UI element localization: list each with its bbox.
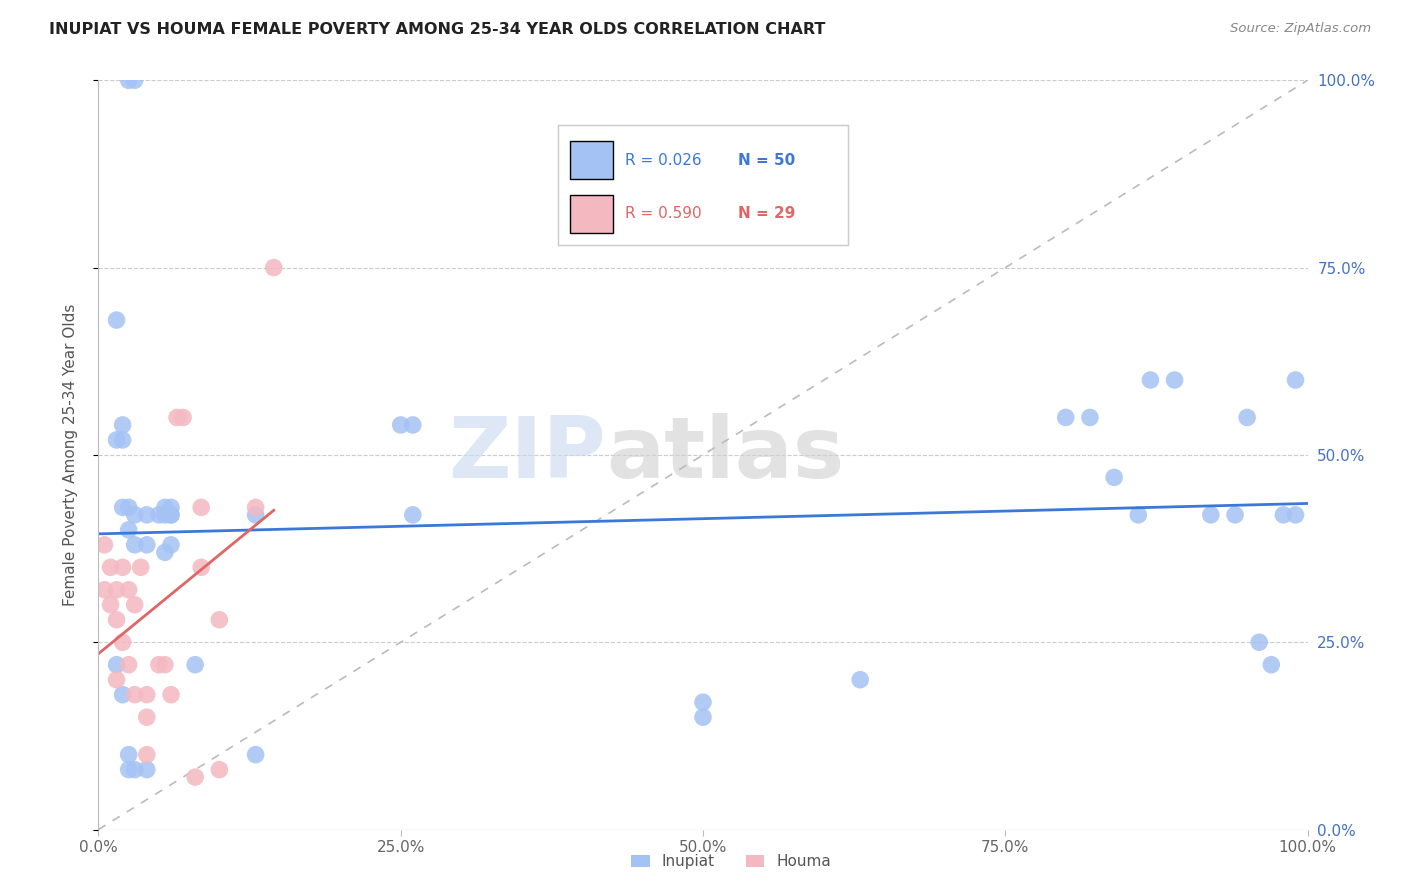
Point [1236,410,1258,425]
Point [105,582,128,597]
Point [105,613,128,627]
Point [135,710,157,724]
Point [190,500,212,515]
Text: atlas: atlas [606,413,845,497]
Point [93,582,115,597]
Point [1163,373,1185,387]
Point [111,500,134,515]
Point [148,508,170,522]
Point [1249,635,1271,649]
Point [118,500,141,515]
Point [245,508,267,522]
Point [148,657,170,672]
Point [111,433,134,447]
Point [135,747,157,762]
Point [124,688,146,702]
Point [190,560,212,574]
Point [105,673,128,687]
Point [184,657,207,672]
Point [160,508,183,522]
Point [118,582,141,597]
Point [100,598,122,612]
Point [172,410,194,425]
Point [1199,508,1222,522]
Point [105,433,128,447]
Point [118,523,141,537]
Point [208,763,231,777]
Point [402,508,425,522]
Point [111,635,134,649]
Point [124,538,146,552]
Point [1078,410,1101,425]
Point [93,538,115,552]
Point [153,500,176,515]
Point [160,538,183,552]
Point [105,657,128,672]
Point [184,770,207,784]
Text: INUPIAT VS HOUMA FEMALE POVERTY AMONG 25-34 YEAR OLDS CORRELATION CHART: INUPIAT VS HOUMA FEMALE POVERTY AMONG 25… [49,22,825,37]
Point [153,545,176,559]
Point [208,613,231,627]
Y-axis label: Female Poverty Among 25-34 Year Olds: Female Poverty Among 25-34 Year Olds [63,304,77,606]
Point [129,560,152,574]
Point [692,695,714,709]
Point [692,710,714,724]
Point [124,508,146,522]
Point [245,500,267,515]
Point [124,73,146,87]
Point [166,410,188,425]
Point [1128,508,1150,522]
Point [1223,508,1246,522]
Point [111,688,134,702]
Point [160,688,183,702]
Point [118,763,141,777]
Point [263,260,285,275]
Point [153,508,176,522]
Point [389,417,412,432]
Point [1272,508,1295,522]
Point [1284,373,1306,387]
Point [135,508,157,522]
Text: ZIP: ZIP [449,413,606,497]
Point [111,417,134,432]
Point [1260,657,1282,672]
Point [118,657,141,672]
Point [1054,410,1077,425]
Point [1102,470,1125,484]
Point [135,763,157,777]
Legend: Inupiat, Houma: Inupiat, Houma [626,848,837,875]
Point [100,560,122,574]
Point [1139,373,1161,387]
Point [118,747,141,762]
Point [111,560,134,574]
Point [118,73,141,87]
Point [849,673,872,687]
Point [402,417,425,432]
Point [135,688,157,702]
Point [153,657,176,672]
Text: Source: ZipAtlas.com: Source: ZipAtlas.com [1230,22,1371,36]
Point [1284,508,1306,522]
Point [124,598,146,612]
Point [160,508,183,522]
Point [160,500,183,515]
Point [124,763,146,777]
Point [135,538,157,552]
Point [105,313,128,327]
Point [245,747,267,762]
